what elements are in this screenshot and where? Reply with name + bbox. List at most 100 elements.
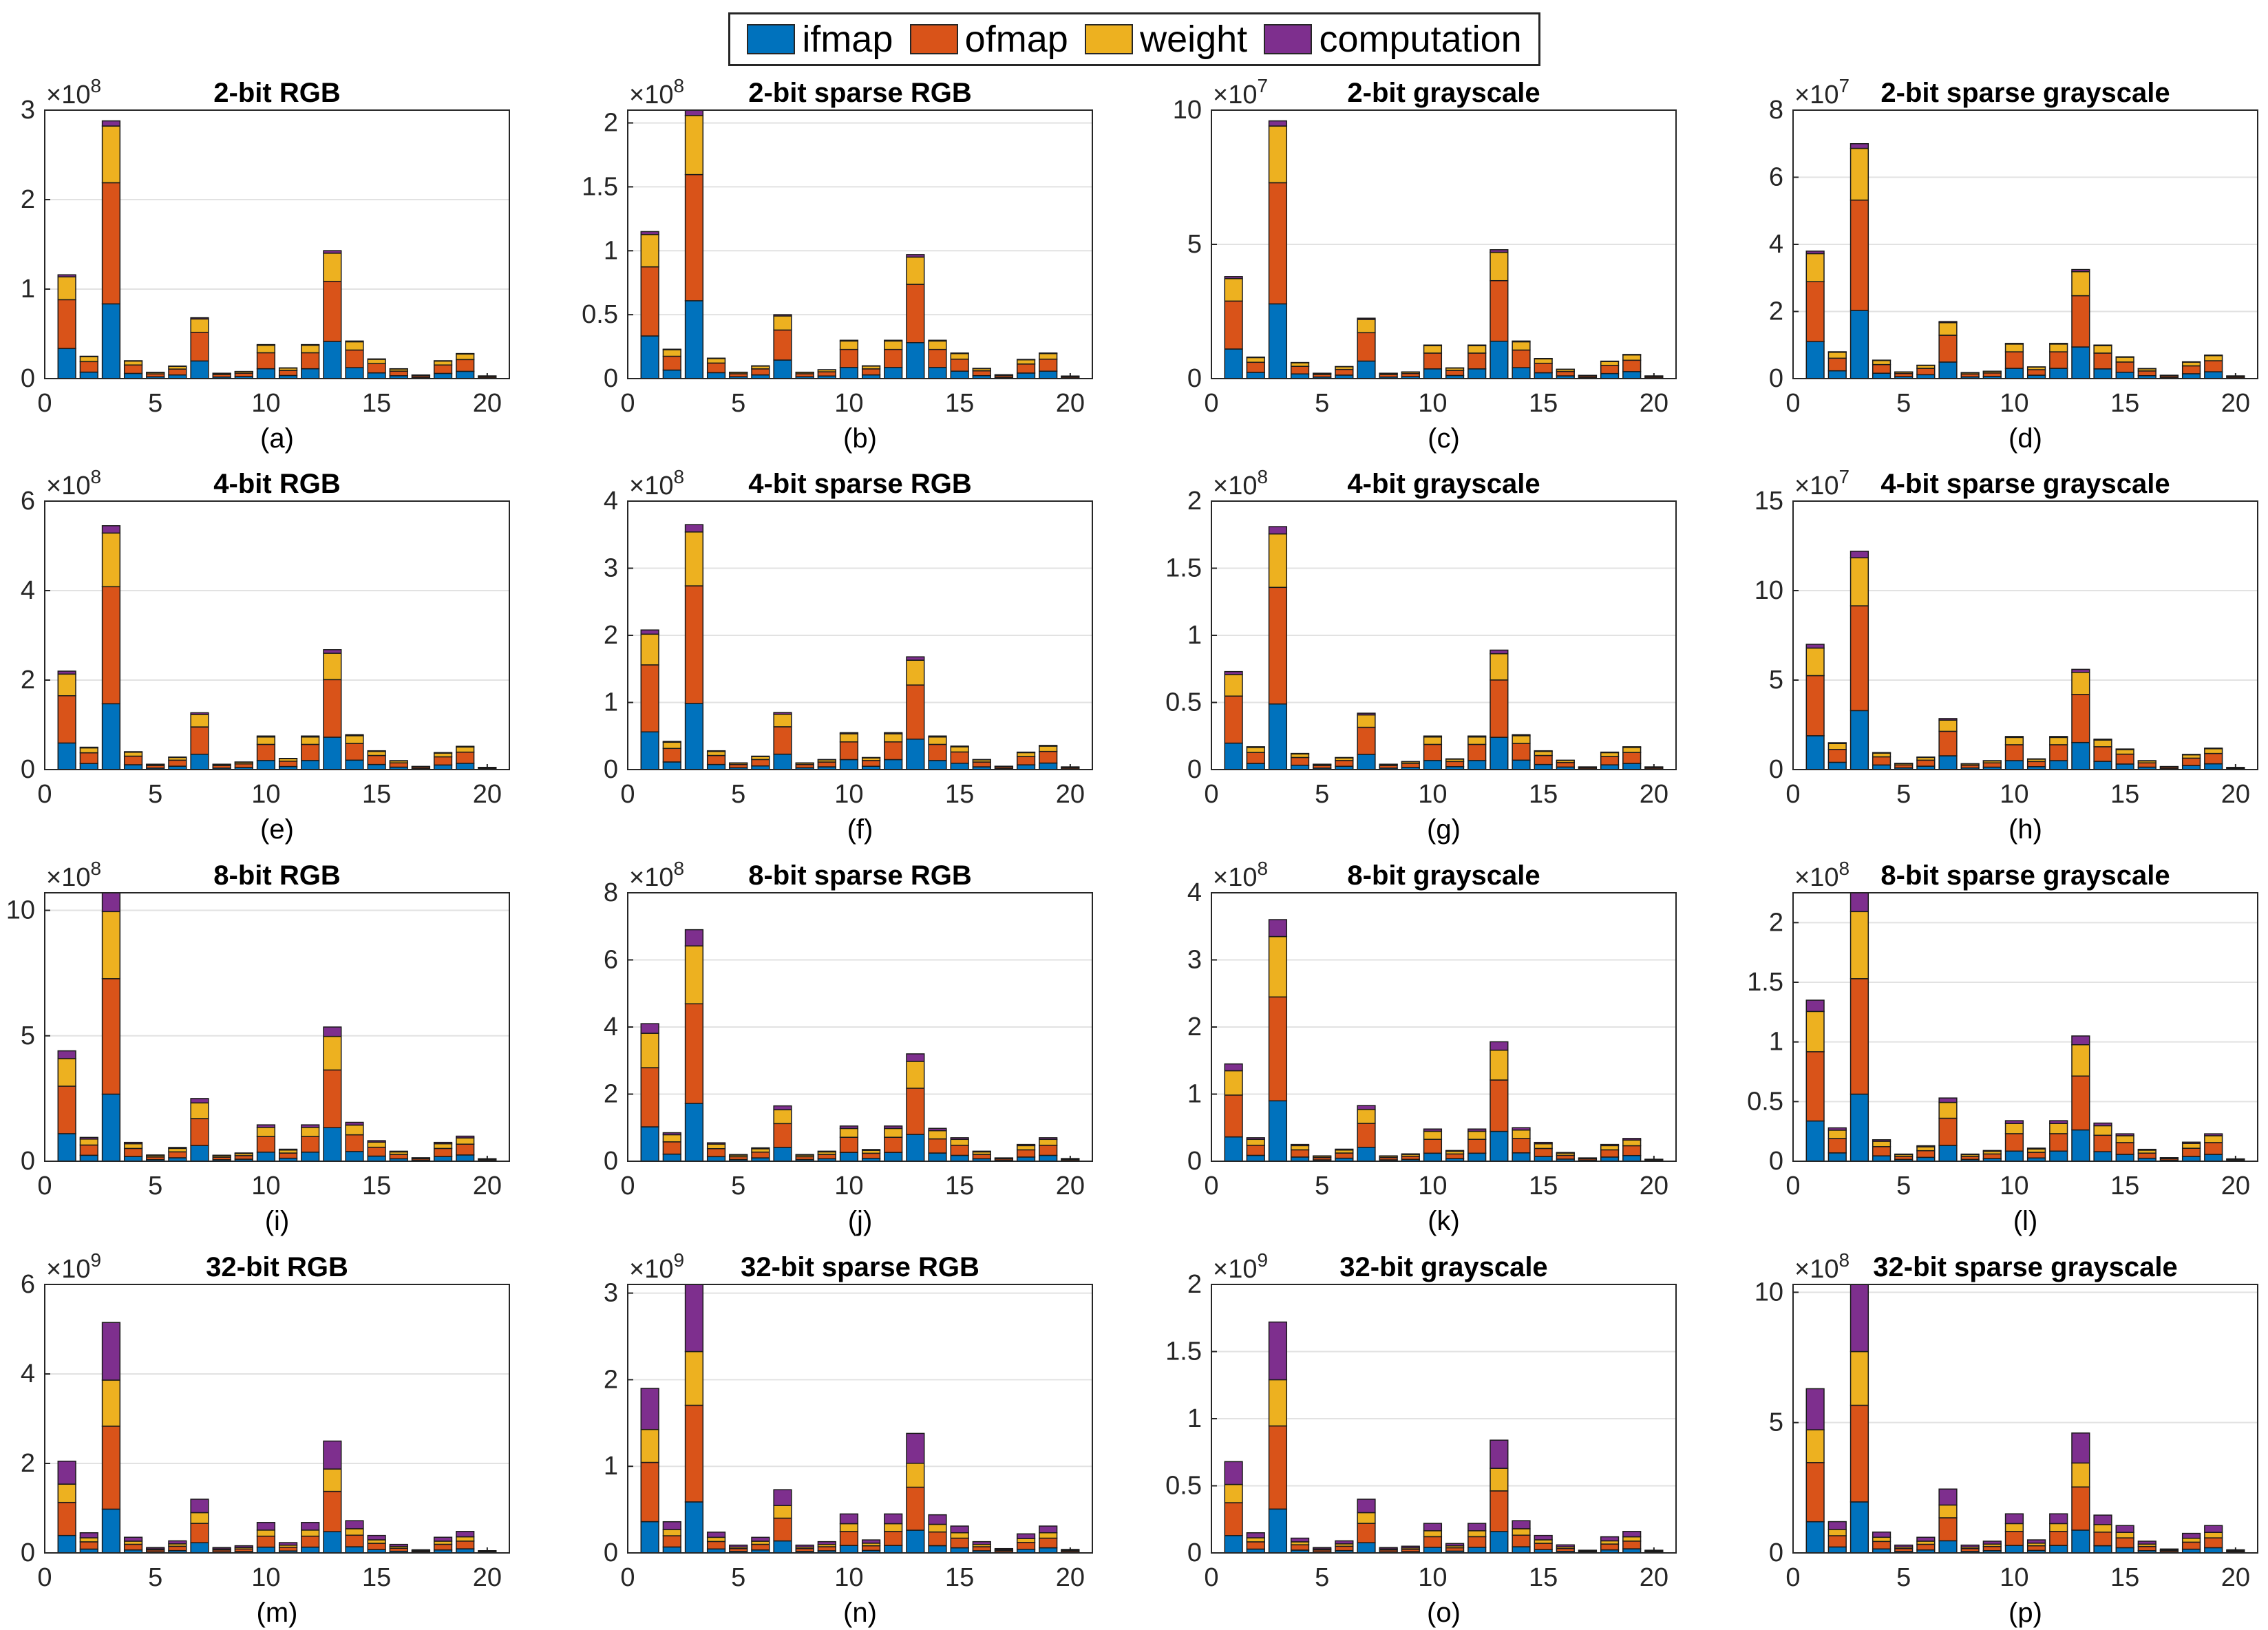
bar-weight[interactable] — [2115, 1135, 2134, 1143]
bar-weight[interactable] — [2093, 739, 2112, 748]
bar-computation[interactable] — [1335, 1148, 1354, 1151]
bar-computation[interactable] — [1827, 1521, 1847, 1530]
bar-ifmap[interactable] — [2071, 1129, 2090, 1162]
bar-ofmap[interactable] — [706, 754, 726, 765]
bar-computation[interactable] — [1938, 1097, 1958, 1103]
bar-computation[interactable] — [456, 1135, 475, 1139]
bar-computation[interactable] — [884, 732, 903, 734]
bar-weight[interactable] — [1246, 1537, 1265, 1543]
bar-computation[interactable] — [101, 892, 121, 913]
bar-ifmap[interactable] — [1246, 1154, 1265, 1162]
bar-weight[interactable] — [2204, 1135, 2223, 1143]
bar-ifmap[interactable] — [839, 1545, 859, 1554]
bar-computation[interactable] — [1401, 1545, 1420, 1549]
bar-ofmap[interactable] — [1916, 759, 1936, 767]
bar-weight[interactable] — [662, 741, 681, 750]
bar-computation[interactable] — [662, 1132, 681, 1136]
bar-computation[interactable] — [773, 1105, 792, 1110]
bar-computation[interactable] — [884, 1513, 903, 1525]
bar-weight[interactable] — [1622, 747, 1642, 753]
bar-weight[interactable] — [1016, 359, 1036, 365]
bar-ofmap[interactable] — [817, 761, 836, 768]
bar-ofmap[interactable] — [2026, 369, 2046, 376]
bar-ifmap[interactable] — [1512, 1546, 1531, 1554]
bar-ofmap[interactable] — [123, 364, 143, 374]
bar-computation[interactable] — [706, 357, 726, 359]
bar-ofmap[interactable] — [2115, 361, 2134, 373]
bar-ifmap[interactable] — [1224, 1535, 1243, 1554]
bar-ofmap[interactable] — [928, 1531, 947, 1547]
bar-weight[interactable] — [1805, 253, 1825, 282]
bar-ifmap[interactable] — [684, 703, 704, 770]
bar-weight[interactable] — [1039, 352, 1058, 360]
bar-computation[interactable] — [456, 1531, 475, 1538]
bar-computation[interactable] — [1850, 143, 1869, 149]
bar-computation[interactable] — [1872, 1531, 1891, 1538]
bar-weight[interactable] — [928, 1523, 947, 1533]
bar-ofmap[interactable] — [1556, 762, 1575, 768]
bar-ifmap[interactable] — [773, 1147, 792, 1162]
bar-computation[interactable] — [1423, 1523, 1443, 1532]
bar-ifmap[interactable] — [2204, 1547, 2223, 1554]
bar-computation[interactable] — [1290, 1537, 1310, 1543]
bar-ifmap[interactable] — [190, 753, 209, 770]
bar-ofmap[interactable] — [2204, 752, 2223, 765]
bar-ifmap[interactable] — [684, 300, 704, 379]
bar-ofmap[interactable] — [1467, 1536, 1487, 1548]
bar-weight[interactable] — [190, 318, 209, 333]
bar-ifmap[interactable] — [1622, 371, 1642, 379]
bar-computation[interactable] — [1644, 1549, 1664, 1552]
bar-computation[interactable] — [1335, 756, 1354, 759]
bar-weight[interactable] — [101, 911, 121, 980]
bar-ofmap[interactable] — [1423, 1139, 1443, 1154]
bar-weight[interactable] — [367, 1539, 386, 1544]
bar-computation[interactable] — [950, 1525, 969, 1534]
bar-weight[interactable] — [345, 1528, 364, 1536]
bar-ofmap[interactable] — [456, 751, 475, 764]
bar-computation[interactable] — [839, 1125, 859, 1130]
bar-computation[interactable] — [906, 1053, 925, 1062]
bar-ofmap[interactable] — [1805, 1051, 1825, 1122]
bar-computation[interactable] — [1916, 1536, 1936, 1542]
bar-weight[interactable] — [1534, 1539, 1553, 1544]
bar-computation[interactable] — [146, 1547, 165, 1549]
bar-ofmap[interactable] — [2004, 1133, 2024, 1152]
bar-ifmap[interactable] — [706, 1156, 726, 1162]
bar-ofmap[interactable] — [773, 726, 792, 755]
bar-ofmap[interactable] — [345, 349, 364, 368]
bar-ifmap[interactable] — [323, 1127, 342, 1162]
bar-computation[interactable] — [256, 1522, 276, 1531]
bar-computation[interactable] — [1423, 1128, 1443, 1132]
bar-ofmap[interactable] — [1016, 363, 1036, 374]
bar-weight[interactable] — [1224, 1070, 1243, 1096]
bar-ofmap[interactable] — [928, 743, 947, 761]
bar-weight[interactable] — [1016, 1145, 1036, 1151]
bar-ofmap[interactable] — [773, 329, 792, 361]
bar-ofmap[interactable] — [323, 1069, 342, 1129]
bar-ofmap[interactable] — [640, 1461, 659, 1523]
bar-computation[interactable] — [2004, 1513, 2024, 1525]
bar-ofmap[interactable] — [101, 978, 121, 1095]
bar-computation[interactable] — [168, 1147, 187, 1150]
bar-ifmap[interactable] — [950, 763, 969, 770]
bar-computation[interactable] — [1357, 712, 1376, 716]
bar-weight[interactable] — [2004, 737, 2024, 745]
bar-computation[interactable] — [2204, 748, 2223, 750]
bar-computation[interactable] — [1490, 1041, 1509, 1051]
bar-weight[interactable] — [839, 340, 859, 350]
bar-ofmap[interactable] — [433, 1543, 453, 1551]
bar-computation[interactable] — [190, 1499, 209, 1514]
bar-ofmap[interactable] — [1805, 281, 1825, 343]
bar-weight[interactable] — [256, 344, 276, 354]
bar-ifmap[interactable] — [2071, 346, 2090, 379]
bar-ifmap[interactable] — [2181, 373, 2201, 379]
bar-ofmap[interactable] — [1335, 1545, 1354, 1552]
bar-ifmap[interactable] — [640, 335, 659, 379]
bar-ofmap[interactable] — [817, 371, 836, 377]
bar-computation[interactable] — [751, 755, 770, 757]
bar-computation[interactable] — [1467, 735, 1487, 738]
bar-weight[interactable] — [2071, 271, 2090, 297]
bar-ofmap[interactable] — [1872, 363, 1891, 374]
bar-computation[interactable] — [2181, 1141, 2201, 1144]
bar-ifmap[interactable] — [190, 360, 209, 379]
